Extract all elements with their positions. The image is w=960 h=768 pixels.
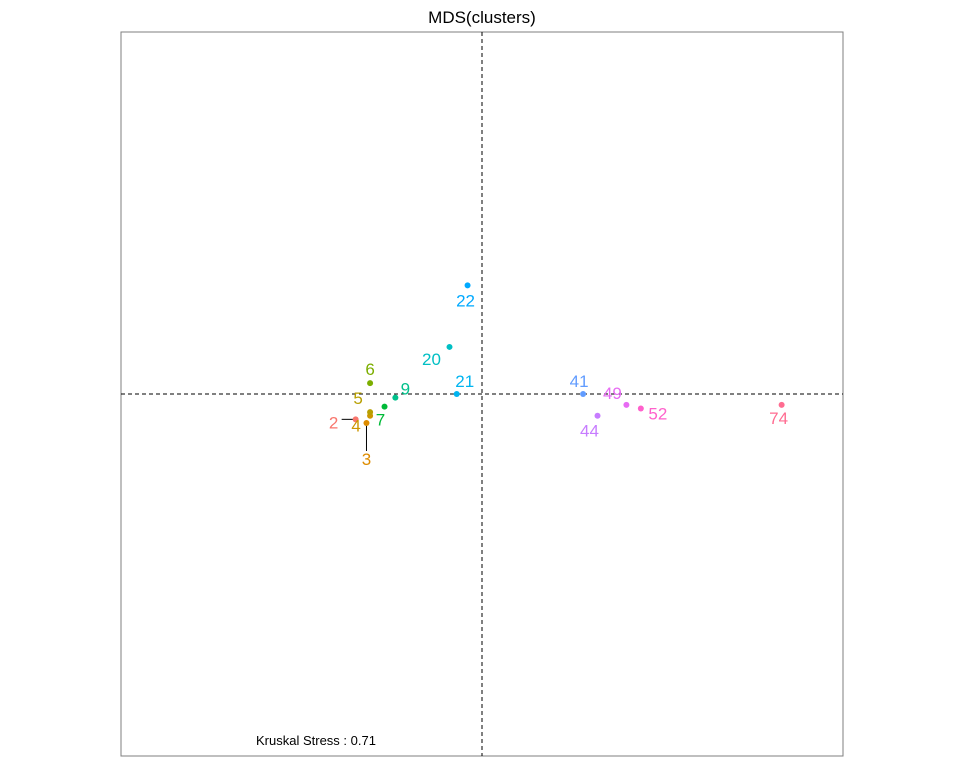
point-41: [580, 391, 587, 397]
point-9: [392, 394, 399, 401]
point-label-21: 21: [455, 372, 474, 391]
point-7: [381, 403, 388, 410]
point-label-41: 41: [570, 372, 589, 391]
point-2: [352, 416, 359, 423]
point-label-5: 5: [353, 389, 362, 408]
point-label-6: 6: [365, 360, 374, 379]
point-20: [446, 343, 453, 350]
point-22: [464, 282, 471, 289]
point-44: [594, 412, 601, 419]
point-label-44: 44: [580, 422, 599, 441]
point-label-7: 7: [376, 411, 385, 430]
point-label-52: 52: [648, 404, 667, 423]
points-layer: [352, 282, 785, 426]
point-6: [367, 380, 374, 387]
point-label-20: 20: [422, 350, 441, 369]
point-label-4: 4: [351, 417, 360, 436]
point-74: [778, 401, 785, 408]
point-label-9: 9: [401, 380, 410, 399]
point-label-74: 74: [769, 409, 788, 428]
chart-title: MDS(clusters): [428, 8, 536, 27]
point-label-49: 49: [603, 384, 622, 403]
point-label-22: 22: [456, 291, 475, 310]
kruskal-stress-annotation: Kruskal Stress : 0.71: [256, 733, 376, 748]
point-21: [453, 391, 460, 397]
point-52: [637, 405, 644, 412]
point-label-3: 3: [362, 450, 371, 469]
point-label-2: 2: [329, 413, 338, 432]
point-49: [623, 401, 630, 408]
point-3: [363, 419, 370, 426]
point-5: [367, 409, 374, 416]
